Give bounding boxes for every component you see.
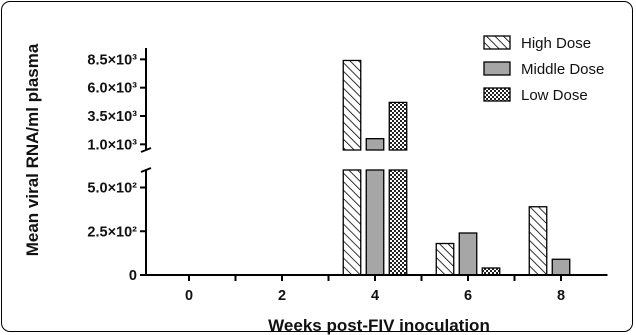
axis-break-mark-lower xyxy=(140,167,152,173)
y-tick-label: 6.0×10³ xyxy=(87,81,137,97)
y-tick-label: 3.5×10³ xyxy=(87,109,137,125)
legend-label-low-dose: Low Dose xyxy=(521,87,588,104)
bar-low-dose-week-4 xyxy=(388,101,408,151)
y-tick-label: 8.5×10³ xyxy=(87,52,137,68)
legend-label-high-dose: High Dose xyxy=(521,35,591,52)
axis-break-mark-upper xyxy=(140,147,152,153)
x-axis-title: Weeks post-FIV inoculation xyxy=(268,316,490,335)
bar-high-dose-week-4 xyxy=(342,59,362,151)
bar-high-dose-week-4 xyxy=(342,169,362,276)
bar-middle-dose-week-4 xyxy=(365,138,385,151)
x-tick-label: 8 xyxy=(557,288,565,304)
y-tick-label: 2.5×10² xyxy=(87,224,137,240)
legend-swatch-high-dose xyxy=(483,35,511,50)
x-tick-label: 2 xyxy=(278,288,286,304)
bar-low-dose-week-6 xyxy=(481,267,501,276)
bar-middle-dose-week-4 xyxy=(365,169,385,276)
bar-high-dose-week-6 xyxy=(435,242,455,276)
x-tick-label: 0 xyxy=(185,288,193,304)
bar-middle-dose-week-8 xyxy=(551,258,571,276)
x-tick-label: 6 xyxy=(464,288,472,304)
y-tick-label: 1.0×10³ xyxy=(87,137,137,153)
x-tick-label: 4 xyxy=(371,288,379,304)
axis-break-gap xyxy=(134,151,614,169)
bar-low-dose-week-4 xyxy=(388,169,408,276)
y-axis-title: Mean viral RNA/ml plasma xyxy=(23,43,42,256)
ticks-layer: 0 2.5×10² 5.0×10² 1.0×10³ 3.5×10³ 6.0×10³ 8.5×… xyxy=(87,52,565,304)
y-tick-label: 5.0×10² xyxy=(87,181,137,197)
bar-high-dose-week-8 xyxy=(528,206,548,276)
legend: High Dose Middle Dose Low Dose xyxy=(483,35,604,104)
bars-layer xyxy=(134,59,614,276)
y-tick-label: 0 xyxy=(129,268,137,284)
legend-label-middle-dose: Middle Dose xyxy=(521,61,604,78)
bar-middle-dose-week-6 xyxy=(458,232,478,276)
legend-swatch-low-dose xyxy=(483,87,511,102)
legend-swatch-middle-dose xyxy=(483,61,511,76)
